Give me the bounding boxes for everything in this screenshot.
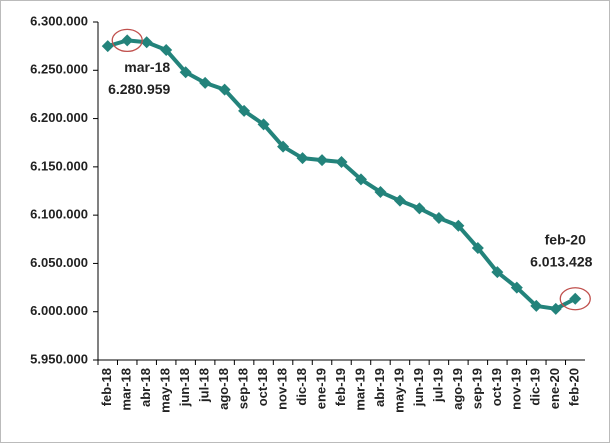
annotation-value: 6.013.428 xyxy=(530,253,592,269)
marker xyxy=(160,44,173,57)
annotation-category: mar-18 xyxy=(124,59,170,75)
x-tick-label: dic-18 xyxy=(294,368,309,406)
marker xyxy=(316,154,329,167)
annotation-value: 6.280.959 xyxy=(108,81,170,97)
marker xyxy=(277,140,290,153)
x-tick-label: mar-19 xyxy=(352,368,367,411)
y-tick-label: 6.050.000 xyxy=(30,255,88,270)
x-tick-label: nov-19 xyxy=(508,368,523,410)
marker xyxy=(238,104,251,117)
y-tick-label: 5.950.000 xyxy=(30,351,88,366)
x-tick-label: may-19 xyxy=(391,368,406,413)
marker xyxy=(296,152,309,165)
marker xyxy=(121,34,134,47)
x-tick-label: oct-19 xyxy=(489,368,504,406)
annotation-category: feb-20 xyxy=(545,231,586,247)
marker xyxy=(218,83,231,96)
marker xyxy=(510,281,523,294)
y-tick-label: 6.150.000 xyxy=(30,158,88,173)
marker xyxy=(569,292,582,305)
x-tick-label: jul-19 xyxy=(430,368,445,403)
marker xyxy=(413,202,426,215)
marker xyxy=(335,156,348,169)
x-tick-label: may-18 xyxy=(158,368,173,413)
x-tick-label: feb-19 xyxy=(333,368,348,406)
marker xyxy=(179,66,192,79)
y-tick-label: 6.250.000 xyxy=(30,62,88,77)
x-tick-label: ene-19 xyxy=(313,368,328,409)
marker xyxy=(199,76,212,89)
marker xyxy=(354,173,367,186)
marker xyxy=(374,185,387,198)
x-tick-label: abr-18 xyxy=(138,368,153,407)
x-tick-label: feb-18 xyxy=(99,368,114,406)
marker xyxy=(101,40,114,53)
marker xyxy=(140,36,153,49)
highlight-ring xyxy=(111,28,143,53)
x-tick-label: sep-19 xyxy=(469,368,484,409)
x-tick-label: abr-19 xyxy=(372,368,387,407)
x-tick-label: ago-19 xyxy=(450,368,465,410)
x-tick-label: mar-18 xyxy=(119,368,134,411)
x-tick-label: dic-19 xyxy=(528,368,543,406)
x-tick-label: ago-18 xyxy=(216,368,231,410)
x-tick-label: feb-20 xyxy=(567,368,582,406)
x-tick-label: oct-18 xyxy=(255,368,270,406)
marker xyxy=(471,241,484,254)
y-tick-label: 6.200.000 xyxy=(30,110,88,125)
y-tick-label: 6.000.000 xyxy=(30,303,88,318)
marker xyxy=(257,118,270,131)
x-tick-label: jul-18 xyxy=(197,368,212,403)
x-tick-label: jun-18 xyxy=(177,368,192,407)
marker xyxy=(432,212,445,225)
marker xyxy=(549,302,562,315)
x-tick-label: sep-18 xyxy=(236,368,251,409)
marker xyxy=(491,266,504,279)
y-tick-label: 6.100.000 xyxy=(30,207,88,222)
x-tick-label: jun-19 xyxy=(411,368,426,407)
y-tick-label: 6.300.000 xyxy=(30,13,88,28)
x-tick-label: ene-20 xyxy=(547,368,562,409)
marker xyxy=(452,219,465,232)
highlight-ring xyxy=(559,287,591,311)
marker xyxy=(393,194,406,207)
x-tick-label: nov-18 xyxy=(274,368,289,410)
marker xyxy=(530,299,543,312)
